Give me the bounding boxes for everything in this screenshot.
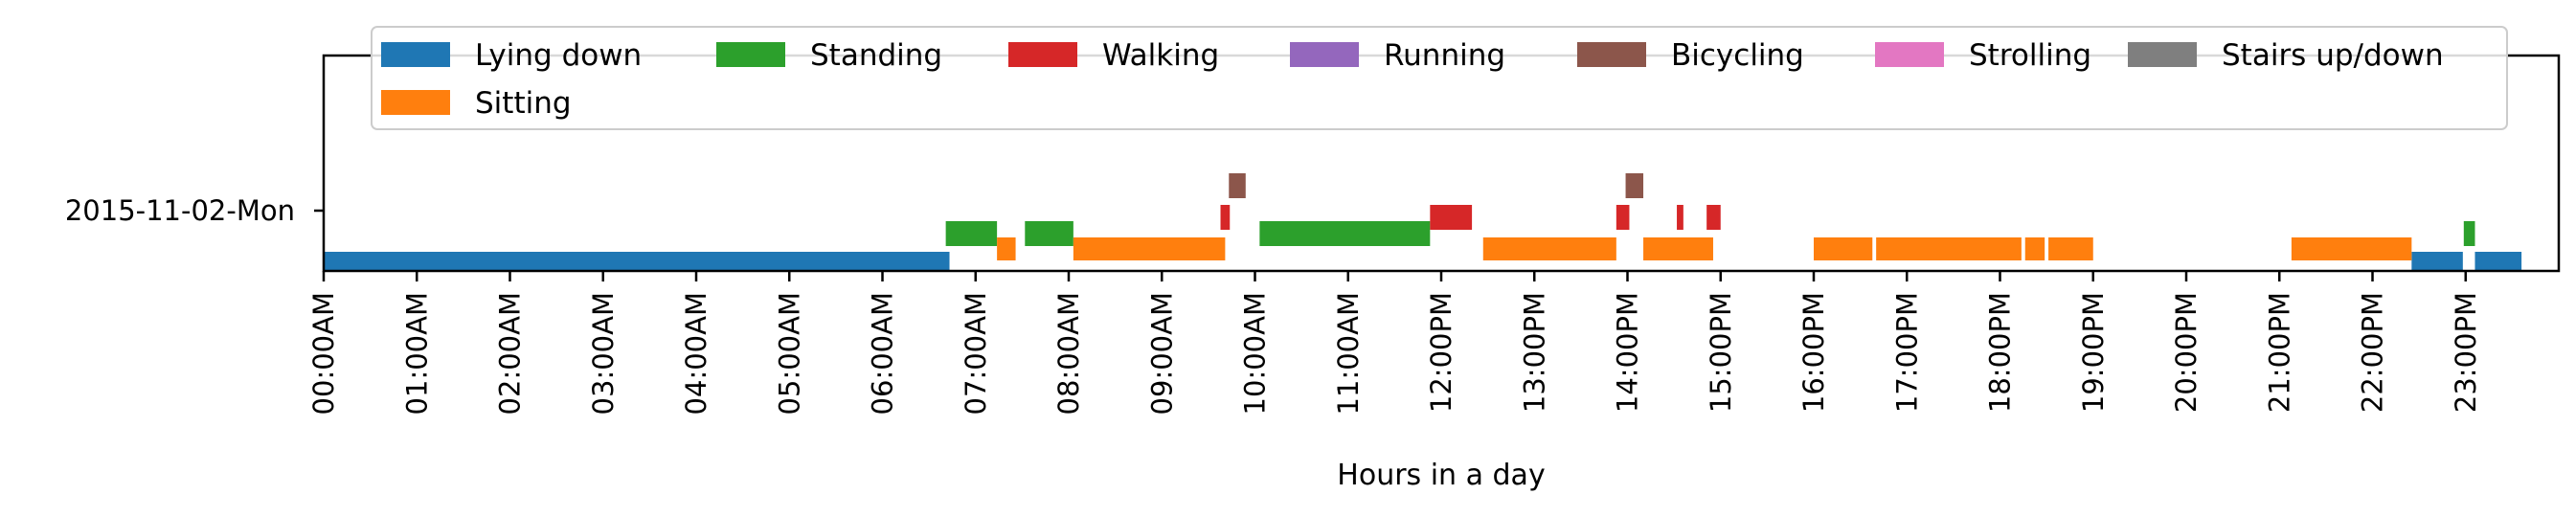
bar-sitting-6	[1876, 237, 2022, 260]
bar-sitting-5	[1814, 237, 1873, 260]
legend-item-standing: Standing	[716, 38, 942, 73]
y-axis: 2015-11-02-Mon	[65, 194, 324, 227]
x-tick-label: 19:00PM	[2077, 292, 2110, 413]
bar-lying-down-3	[2474, 252, 2522, 271]
x-tick-label: 13:00PM	[1518, 292, 1550, 413]
bar-lying-down-2	[2411, 252, 2463, 271]
legend-label-strolling: Strolling	[1969, 38, 2091, 73]
legend-item-strolling: Strolling	[1875, 38, 2091, 73]
legend-item-sitting: Sitting	[381, 86, 572, 121]
legend-item-bicycling: Bicycling	[1577, 38, 1804, 73]
legend-swatch-sitting	[381, 90, 450, 115]
bar-sitting-8	[2048, 237, 2093, 260]
x-tick-label: 11:00AM	[1332, 292, 1365, 415]
bar-walking-3	[1616, 205, 1630, 230]
legend-label-standing: Standing	[810, 38, 942, 73]
legend-item-lying-down: Lying down	[381, 38, 642, 73]
bar-standing-4	[2463, 221, 2475, 246]
bar-walking-2	[1430, 205, 1473, 230]
legend-label-walking: Walking	[1102, 38, 1219, 73]
legend-swatch-running	[1290, 42, 1359, 67]
legend-swatch-lying-down	[381, 42, 450, 67]
bar-sitting-4	[1643, 237, 1713, 260]
x-tick-label: 18:00PM	[1984, 292, 2017, 413]
x-tick-label: 02:00AM	[494, 292, 527, 415]
x-tick-label: 22:00PM	[2357, 292, 2389, 413]
bar-sitting-1	[997, 237, 1016, 260]
bar-walking-1	[1220, 205, 1231, 230]
legend-label-sitting: Sitting	[475, 86, 572, 121]
x-tick-label: 16:00PM	[1797, 292, 1830, 413]
x-tick-label: 00:00AM	[307, 292, 340, 415]
bar-standing-2	[1025, 221, 1073, 246]
legend-swatch-standing	[716, 42, 785, 67]
x-tick-label: 09:00AM	[1145, 292, 1178, 415]
legend-label-lying-down: Lying down	[475, 38, 642, 73]
x-tick-label: 03:00AM	[587, 292, 620, 415]
bar-sitting-3	[1482, 237, 1616, 260]
bar-walking-4	[1677, 205, 1683, 230]
x-tick-label: 21:00PM	[2263, 292, 2295, 413]
x-tick-label: 23:00PM	[2450, 292, 2482, 413]
x-tick-label: 01:00AM	[400, 292, 433, 415]
bar-standing-3	[1259, 221, 1431, 246]
legend-swatch-walking	[1008, 42, 1077, 67]
legend-label-stairs-up-down: Stairs up/down	[2222, 38, 2444, 73]
x-tick-label: 20:00PM	[2170, 292, 2203, 413]
x-tick-label: 04:00AM	[680, 292, 712, 415]
legend-label-bicycling: Bicycling	[1671, 38, 1804, 73]
x-tick-label: 08:00AM	[1052, 292, 1085, 415]
x-tick-label: 07:00AM	[960, 292, 992, 415]
bar-sitting-2	[1073, 237, 1226, 260]
legend-item-stairs-up-down: Stairs up/down	[2128, 38, 2444, 73]
legend-item-walking: Walking	[1008, 38, 1219, 73]
y-tick-label: 2015-11-02-Mon	[65, 194, 295, 227]
x-axis-label: Hours in a day	[1337, 459, 1545, 492]
bar-sitting-7	[2024, 237, 2045, 260]
bar-sitting-9	[2291, 237, 2412, 260]
legend-item-running: Running	[1290, 38, 1505, 73]
bar-bicycling-1	[1229, 173, 1246, 198]
legend-label-running: Running	[1384, 38, 1505, 73]
x-tick-label: 12:00PM	[1425, 292, 1457, 413]
x-tick-label: 15:00PM	[1705, 292, 1737, 413]
bar-lying-down-1	[324, 252, 950, 271]
x-tick-label: 10:00AM	[1239, 292, 1272, 415]
activity-bars	[324, 173, 2522, 271]
legend-swatch-stairs-up-down	[2128, 42, 2197, 67]
x-axis: 00:00AM 01:00AM 02:00AM 03:00AM 04:00AM 05:00…	[307, 271, 2482, 415]
legend-box	[371, 26, 2508, 130]
x-tick-label: 06:00AM	[867, 292, 899, 415]
bar-walking-5	[1706, 205, 1721, 230]
bar-standing-1	[945, 221, 998, 246]
legend-swatch-bicycling	[1577, 42, 1646, 67]
x-tick-label: 14:00PM	[1612, 292, 1644, 413]
legend: Lying down Standing Walking Running Bicyclin…	[371, 26, 2508, 130]
legend-swatch-strolling	[1875, 42, 1944, 67]
x-tick-label: 05:00AM	[773, 292, 805, 415]
x-tick-label: 17:00PM	[1890, 292, 1923, 413]
bar-bicycling-2	[1625, 173, 1644, 198]
